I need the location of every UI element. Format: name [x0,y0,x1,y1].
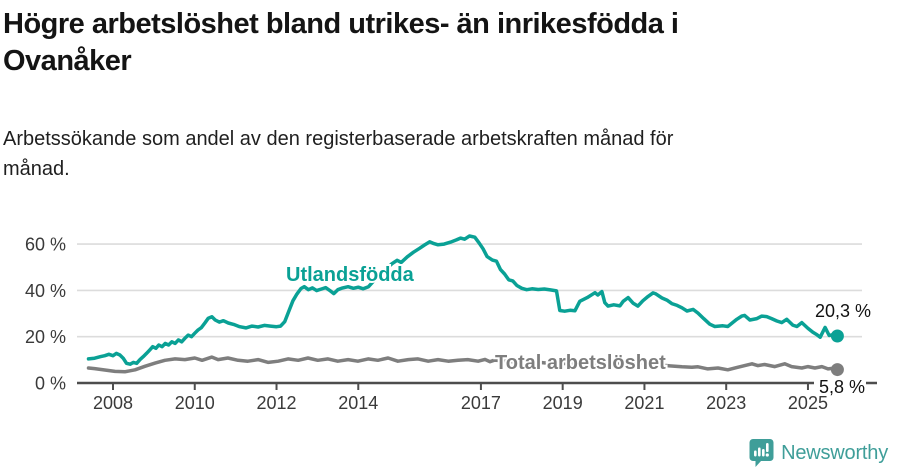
logo-bar-2 [758,447,761,457]
y-axis-label-20: 20 % [25,327,66,347]
utlandsfodda-series-label: Utlandsfödda [286,264,415,286]
page-subtitle: Arbetssökande som andel av den registerb… [3,128,674,180]
utlandsfodda-line [86,234,840,366]
newsworthy-logo-icon [749,439,774,467]
x-axis-label-2019: 2019 [543,393,583,413]
total-arbetsloshet-series-label: Total arbetslöshet [495,352,666,374]
logo-exclamation-dot [765,453,769,457]
end-label-mask [814,376,866,396]
logo-bar-3 [762,449,765,457]
total-arbetsloshet-line [86,355,840,374]
y-axis-label-40: 40 % [25,281,66,301]
y-axis-label-0: 0 % [35,374,66,394]
x-axis-label-2023: 2023 [706,393,746,413]
logo-exclamation-bar [766,443,769,452]
logo-bubble-shape [749,439,774,467]
x-axis-label-2010: 2010 [175,393,215,413]
x-axis-label-2008: 2008 [93,393,133,413]
utlandsfodda-end-value-label: 20,3 % [815,301,871,321]
y-axis-label-60: 60 % [25,235,66,255]
x-axis-label-2025: 2025 [788,393,828,413]
total-end-value-label: 5,8 % [819,377,865,397]
total-end-dot [830,363,844,377]
logo-bar-1 [754,450,757,457]
brand-footer: Newsworthy [749,438,888,468]
x-axis-label-2014: 2014 [338,393,378,413]
brand-name: Newsworthy [781,441,888,464]
x-axis-label-2021: 2021 [624,393,664,413]
utlandsfodda-end-dot [830,329,844,343]
page-title: Högre arbetslöshet bland utrikes- än inr… [3,8,679,77]
x-axis-label-2017: 2017 [461,393,501,413]
x-axis-label-2012: 2012 [256,393,296,413]
